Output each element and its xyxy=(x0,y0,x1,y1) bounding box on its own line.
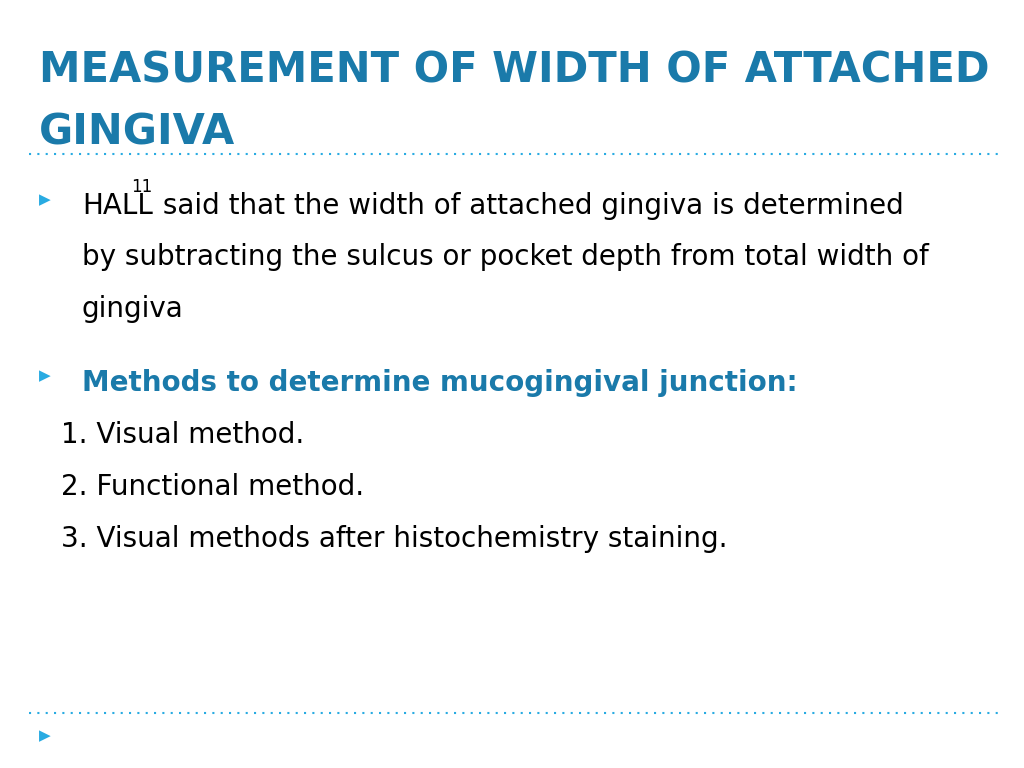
Text: by subtracting the sulcus or pocket depth from total width of: by subtracting the sulcus or pocket dept… xyxy=(82,243,929,271)
Text: ▶: ▶ xyxy=(39,369,50,384)
Text: ▶: ▶ xyxy=(39,728,50,743)
Text: 11: 11 xyxy=(131,178,153,196)
Text: gingiva: gingiva xyxy=(82,295,183,323)
Text: 3. Visual methods after histochemistry staining.: 3. Visual methods after histochemistry s… xyxy=(61,525,728,553)
Text: said that the width of attached gingiva is determined: said that the width of attached gingiva … xyxy=(154,192,903,220)
Text: HALL: HALL xyxy=(82,192,153,220)
Text: MEASUREMENT OF WIDTH OF ATTACHED: MEASUREMENT OF WIDTH OF ATTACHED xyxy=(39,50,989,92)
Text: GINGIVA: GINGIVA xyxy=(39,111,236,154)
Text: 1. Visual method.: 1. Visual method. xyxy=(61,421,305,449)
Text: Methods to determine mucogingival junction:: Methods to determine mucogingival juncti… xyxy=(82,369,798,396)
Text: 2. Functional method.: 2. Functional method. xyxy=(61,473,365,501)
Text: ▶: ▶ xyxy=(39,192,50,207)
